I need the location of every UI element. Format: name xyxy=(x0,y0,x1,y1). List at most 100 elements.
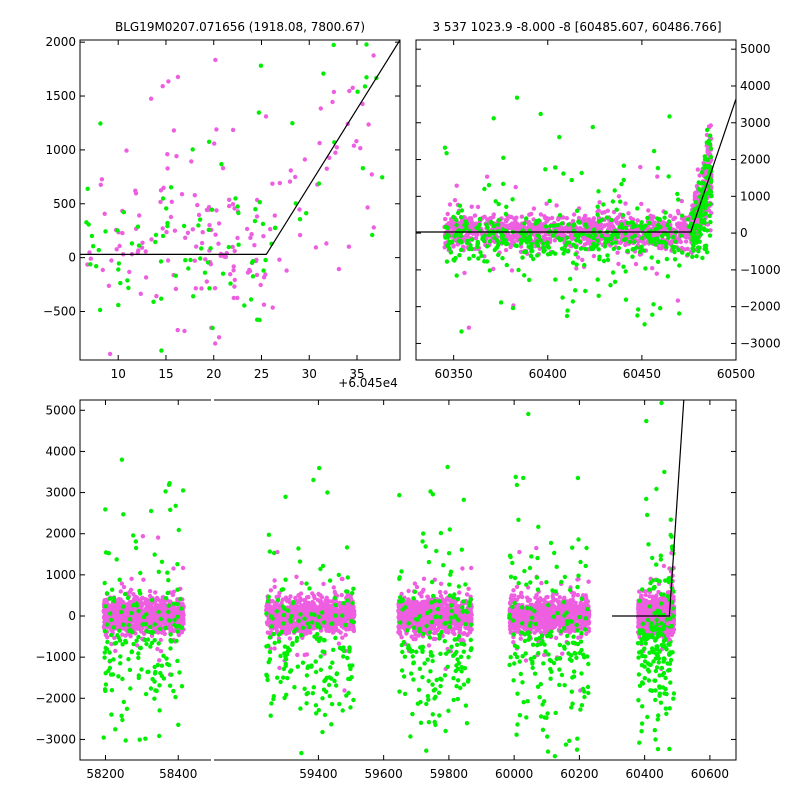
data-point xyxy=(464,233,469,238)
data-point xyxy=(214,127,219,132)
data-point xyxy=(658,224,663,230)
data-point xyxy=(199,240,205,246)
data-point xyxy=(113,648,118,654)
data-point xyxy=(299,750,304,756)
data-point xyxy=(89,233,95,239)
data-point xyxy=(148,644,153,649)
data-point xyxy=(99,177,105,182)
data-point xyxy=(601,202,606,207)
data-point xyxy=(118,609,124,615)
data-point xyxy=(320,696,325,701)
data-point xyxy=(643,223,648,228)
data-point xyxy=(484,174,490,179)
data-point xyxy=(325,490,330,495)
data-point xyxy=(621,237,627,243)
data-point xyxy=(458,238,463,244)
data-point xyxy=(595,277,600,282)
data-point xyxy=(675,298,681,303)
data-point xyxy=(639,201,644,207)
data-point xyxy=(578,246,584,251)
data-point xyxy=(454,222,459,228)
data-point xyxy=(296,546,301,551)
data-point xyxy=(129,610,134,616)
data-point xyxy=(501,181,506,187)
data-point xyxy=(213,232,218,237)
axes-frame-top-right xyxy=(415,39,737,361)
data-point xyxy=(143,691,149,697)
data-point xyxy=(580,257,585,263)
data-point xyxy=(682,219,687,224)
data-point xyxy=(320,563,326,569)
data-point xyxy=(166,79,171,84)
data-point xyxy=(603,236,608,242)
data-point xyxy=(85,186,90,191)
data-point xyxy=(168,632,173,637)
data-point xyxy=(469,204,474,209)
data-point xyxy=(698,224,703,229)
data-point xyxy=(635,313,640,318)
data-point xyxy=(212,286,218,291)
data-point xyxy=(286,608,291,613)
data-point xyxy=(600,210,605,215)
data-point xyxy=(127,667,133,673)
data-point xyxy=(609,217,614,223)
data-point xyxy=(185,230,191,235)
data-point xyxy=(158,616,163,622)
data-point xyxy=(266,532,272,537)
data-point xyxy=(332,678,337,684)
data-point xyxy=(611,246,616,252)
data-point xyxy=(703,199,708,204)
data-point xyxy=(188,257,193,263)
data-point xyxy=(199,246,204,251)
data-point xyxy=(553,229,558,234)
data-point xyxy=(574,262,579,267)
data-point xyxy=(649,255,654,260)
data-point xyxy=(546,245,551,250)
data-point xyxy=(683,239,689,244)
data-point xyxy=(491,212,496,217)
data-point xyxy=(194,244,199,249)
data-point xyxy=(708,154,714,160)
data-point xyxy=(196,223,201,228)
data-point xyxy=(695,167,700,172)
y-tick-label: −1000 xyxy=(740,263,781,277)
data-point xyxy=(169,199,174,204)
data-point xyxy=(307,624,312,630)
data-point xyxy=(633,261,639,267)
data-point xyxy=(159,663,165,668)
data-point xyxy=(290,600,296,606)
data-point xyxy=(705,127,710,133)
data-point xyxy=(655,174,660,179)
data-point xyxy=(322,678,327,684)
data-point xyxy=(484,244,490,249)
data-point xyxy=(192,193,197,198)
data-point xyxy=(108,611,113,616)
data-point xyxy=(487,239,493,244)
panel-top-left: BLG19M0207.071656 (1918.08, 7800.67) 10 1… xyxy=(43,20,401,390)
data-point xyxy=(135,643,140,648)
data-point xyxy=(623,297,629,302)
data-point xyxy=(156,641,161,646)
data-point xyxy=(283,657,289,662)
data-point xyxy=(503,247,509,253)
data-point xyxy=(232,284,237,289)
data-point xyxy=(249,232,254,237)
data-point xyxy=(597,254,602,259)
data-point xyxy=(636,239,641,244)
data-point xyxy=(118,597,123,602)
data-point xyxy=(555,223,560,228)
data-point xyxy=(168,507,173,512)
data-point xyxy=(549,215,555,221)
data-point xyxy=(588,234,593,239)
data-point xyxy=(510,197,515,202)
panel-title-top-right: 3 537 1023.9 -8.000 -8 [60485.607, 60486… xyxy=(432,20,721,34)
data-point xyxy=(179,625,184,631)
data-point xyxy=(587,217,592,222)
data-point xyxy=(111,625,116,630)
data-point xyxy=(220,271,226,276)
data-point xyxy=(331,647,336,652)
data-point xyxy=(612,188,617,193)
data-point xyxy=(140,534,146,539)
data-point xyxy=(570,299,576,304)
data-point xyxy=(326,625,331,630)
